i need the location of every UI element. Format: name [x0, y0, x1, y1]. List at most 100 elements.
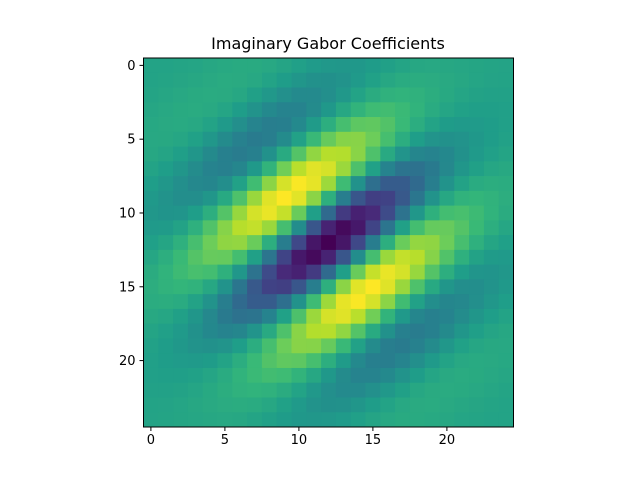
- heatmap-cell: [306, 338, 322, 354]
- heatmap-cell: [158, 367, 174, 384]
- heatmap-cell: [424, 382, 440, 398]
- heatmap-cell: [498, 397, 514, 413]
- heatmap-cell: [158, 382, 174, 398]
- x-tick-label: 20: [439, 433, 456, 448]
- heatmap-cell: [247, 338, 263, 354]
- heatmap-cell: [469, 294, 485, 310]
- heatmap-cell: [261, 87, 278, 103]
- heatmap-cell: [291, 294, 307, 310]
- heatmap-cell: [291, 249, 307, 266]
- heatmap-cell: [439, 353, 455, 369]
- heatmap-cell: [409, 220, 426, 236]
- heatmap-cell: [247, 58, 263, 74]
- heatmap-cell: [409, 308, 426, 325]
- heatmap-cell: [291, 367, 307, 384]
- heatmap-cell: [424, 220, 440, 236]
- heatmap-cell: [483, 176, 500, 192]
- heatmap-cell: [498, 176, 514, 192]
- heatmap-cell: [483, 235, 500, 251]
- heatmap-cell: [454, 131, 470, 147]
- heatmap-cell: [335, 161, 352, 177]
- heatmap-cell: [306, 367, 322, 384]
- heatmap-cell: [498, 353, 514, 369]
- heatmap-cell: [187, 117, 204, 133]
- heatmap-cell: [276, 131, 292, 147]
- heatmap-cell: [454, 294, 470, 310]
- heatmap-cell: [187, 205, 204, 221]
- heatmap-cell: [498, 412, 514, 428]
- heatmap-cell: [424, 131, 440, 147]
- heatmap-cell: [365, 308, 381, 325]
- heatmap-cell: [202, 190, 218, 206]
- plot-frame: [143, 57, 514, 428]
- heatmap-cell: [232, 161, 248, 177]
- heatmap-cell: [380, 279, 396, 295]
- heatmap-cell: [306, 117, 322, 133]
- heatmap-cell: [439, 264, 455, 280]
- heatmap-cell: [276, 146, 292, 162]
- heatmap-cell: [424, 117, 440, 133]
- heatmap-cell: [261, 131, 278, 147]
- heatmap-cell: [143, 161, 159, 177]
- heatmap-cell: [276, 249, 292, 266]
- heatmap-cell: [291, 58, 307, 74]
- heatmap-cell: [291, 308, 307, 325]
- heatmap-cell: [217, 249, 233, 266]
- heatmap-cell: [424, 205, 440, 221]
- heatmap-cell: [365, 58, 381, 74]
- heatmap-cell: [173, 397, 189, 413]
- heatmap-cell: [217, 131, 233, 147]
- heatmap-cell: [187, 190, 204, 206]
- heatmap-cell: [232, 58, 248, 74]
- heatmap-cell: [247, 382, 263, 398]
- heatmap-cell: [158, 308, 174, 325]
- heatmap-cell: [365, 323, 381, 339]
- heatmap-cell: [409, 264, 426, 280]
- heatmap-cell: [158, 131, 174, 147]
- heatmap-cell: [350, 102, 366, 118]
- heatmap-cell: [409, 72, 426, 88]
- heatmap-cell: [321, 72, 337, 88]
- heatmap-cell: [232, 72, 248, 88]
- heatmap-cell: [350, 353, 366, 369]
- heatmap-cell: [232, 294, 248, 310]
- heatmap-cell: [276, 279, 292, 295]
- heatmap-cell: [158, 161, 174, 177]
- heatmap-cell: [335, 87, 352, 103]
- heatmap-cell: [454, 412, 470, 428]
- heatmap-cell: [291, 264, 307, 280]
- heatmap-cell: [380, 235, 396, 251]
- heatmap-cell: [276, 220, 292, 236]
- heatmap-cell: [291, 146, 307, 162]
- heatmap-cell: [143, 249, 159, 266]
- heatmap-cell: [409, 146, 426, 162]
- heatmap-cell: [143, 220, 159, 236]
- heatmap-cell: [365, 397, 381, 413]
- heatmap-cell: [247, 323, 263, 339]
- heatmap-cell: [380, 220, 396, 236]
- heatmap-cell: [173, 72, 189, 88]
- heatmap-cell: [321, 264, 337, 280]
- heatmap-cell: [143, 58, 159, 74]
- heatmap-cell: [365, 235, 381, 251]
- heatmap-cell: [350, 338, 366, 354]
- heatmap-cell: [158, 117, 174, 133]
- heatmap-cell: [261, 58, 278, 74]
- heatmap-cell: [291, 205, 307, 221]
- heatmap-cell: [439, 176, 455, 192]
- heatmap-cell: [173, 220, 189, 236]
- heatmap-cell: [202, 249, 218, 266]
- heatmap-cell: [439, 205, 455, 221]
- heatmap-cell: [498, 72, 514, 88]
- heatmap-cell: [291, 353, 307, 369]
- heatmap-cell: [306, 205, 322, 221]
- heatmap-cell: [291, 176, 307, 192]
- heatmap-cell: [202, 338, 218, 354]
- heatmap-cell: [143, 338, 159, 354]
- chart-title: Imaginary Gabor Coefficients: [211, 34, 445, 53]
- heatmap-cell: [247, 161, 263, 177]
- heatmap-cell: [173, 323, 189, 339]
- heatmap-cell: [335, 308, 352, 325]
- heatmap-cell: [454, 58, 470, 74]
- heatmap-cell: [143, 294, 159, 310]
